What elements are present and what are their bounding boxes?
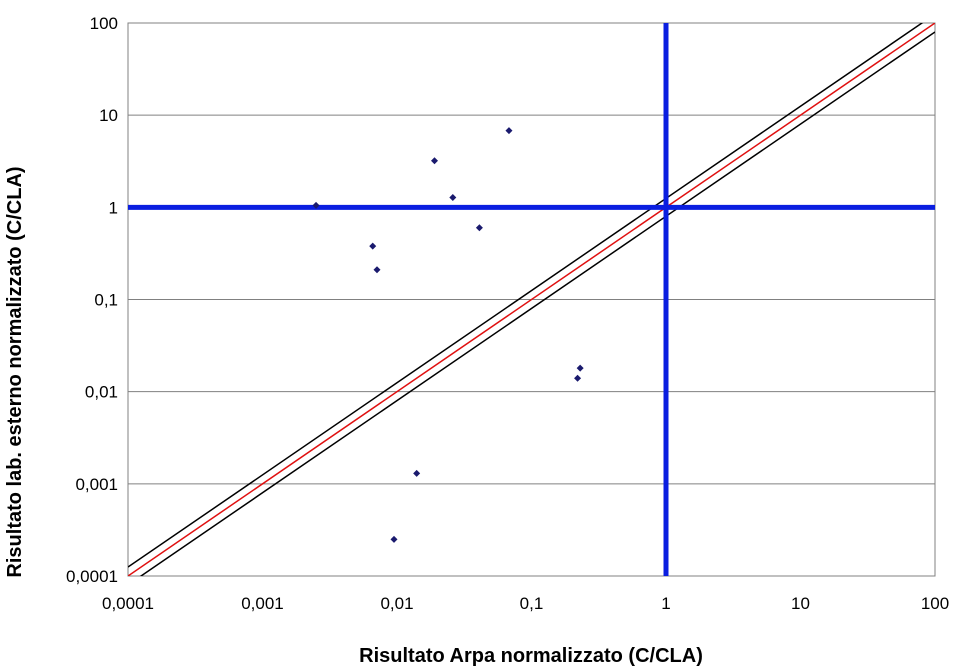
data-point	[390, 535, 398, 543]
tolerance-line-2	[128, 23, 924, 568]
y-axis-title: Risultato lab. esterno normalizzato (C/C…	[4, 166, 26, 577]
data-point	[373, 266, 381, 274]
x-tick-label: 1	[661, 594, 670, 613]
y-tick-label: 0,0001	[66, 567, 118, 586]
tolerance-line-1	[139, 31, 935, 576]
data-points	[312, 127, 584, 543]
data-point	[449, 193, 457, 201]
data-point	[574, 374, 582, 382]
data-point	[505, 127, 513, 135]
x-tick-label: 0,01	[380, 594, 413, 613]
x-tick-label: 10	[791, 594, 810, 613]
y-tick-label: 0,1	[94, 291, 118, 310]
x-axis-ticks: 0,0001 0,001 0,01 0,1 1 10 100	[102, 594, 949, 613]
reference-lines	[128, 23, 935, 576]
x-axis-title: Risultato Arpa normalizzato (C/CLA)	[359, 645, 703, 667]
y-axis-ticks: 0,0001 0,001 0,01 0,1 1 10 100	[66, 14, 118, 586]
data-point	[475, 224, 483, 232]
x-tick-label: 0,0001	[102, 594, 154, 613]
y-tick-label: 10	[99, 106, 118, 125]
data-point	[369, 242, 377, 250]
x-tick-label: 0,1	[520, 594, 544, 613]
data-point	[312, 201, 320, 209]
data-point	[413, 469, 421, 477]
x-tick-label: 0,001	[241, 594, 284, 613]
x-tick-label: 100	[921, 594, 949, 613]
y-tick-label: 0,01	[85, 383, 118, 402]
identity-line	[128, 23, 935, 576]
y-tick-label: 100	[90, 14, 118, 33]
y-tick-label: 0,001	[75, 475, 118, 494]
y-tick-label: 1	[109, 198, 118, 217]
data-point	[430, 157, 438, 165]
data-point	[576, 364, 584, 372]
